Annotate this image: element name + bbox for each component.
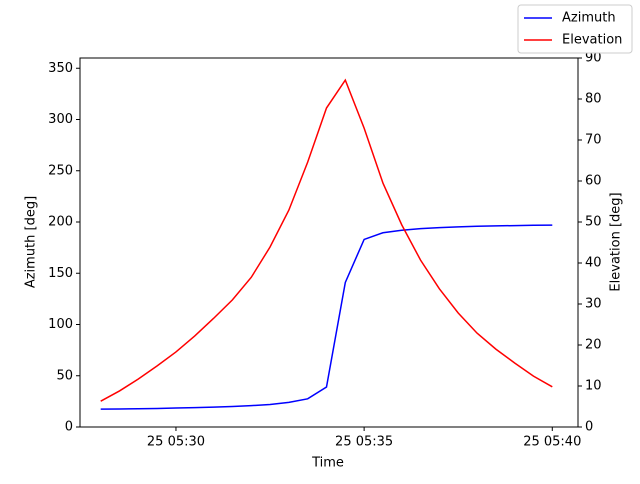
y-axis-label: Azimuth [deg]: [24, 196, 39, 288]
y-tick-label: 0: [65, 420, 73, 435]
y-tick-label: 200: [48, 215, 73, 230]
x-tick-label: 25 05:35: [335, 435, 393, 450]
y2-tick-label: 10: [585, 379, 602, 394]
legend-label: Azimuth: [562, 11, 616, 26]
y-tick-label: 150: [48, 266, 73, 281]
y-tick-label: 100: [48, 317, 73, 332]
x-tick-label: 25 05:30: [147, 435, 205, 450]
y-tick-label: 50: [56, 368, 73, 383]
y2-tick-label: 40: [585, 256, 602, 271]
legend-label: Elevation: [562, 33, 622, 48]
y2-tick-label: 20: [585, 338, 602, 353]
y2-tick-label: 50: [585, 215, 602, 230]
y2-tick-label: 70: [585, 133, 602, 148]
x-tick-label: 25 05:40: [523, 435, 581, 450]
x-axis-label: Time: [311, 456, 344, 471]
y2-tick-label: 0: [585, 420, 593, 435]
series-line: [100, 78, 553, 402]
y2-tick-label: 90: [585, 51, 602, 66]
y-tick-label: 250: [48, 163, 73, 178]
series-line: [100, 224, 553, 410]
y2-tick-label: 30: [585, 297, 602, 312]
y-tick-label: 350: [48, 61, 73, 76]
y2-axis-label: Elevation [deg]: [609, 192, 624, 291]
y2-tick-label: 60: [585, 174, 602, 189]
plot-frame: [79, 57, 579, 428]
y2-tick-label: 80: [585, 92, 602, 107]
legend-box: [517, 4, 633, 54]
y-tick-label: 300: [48, 112, 73, 127]
